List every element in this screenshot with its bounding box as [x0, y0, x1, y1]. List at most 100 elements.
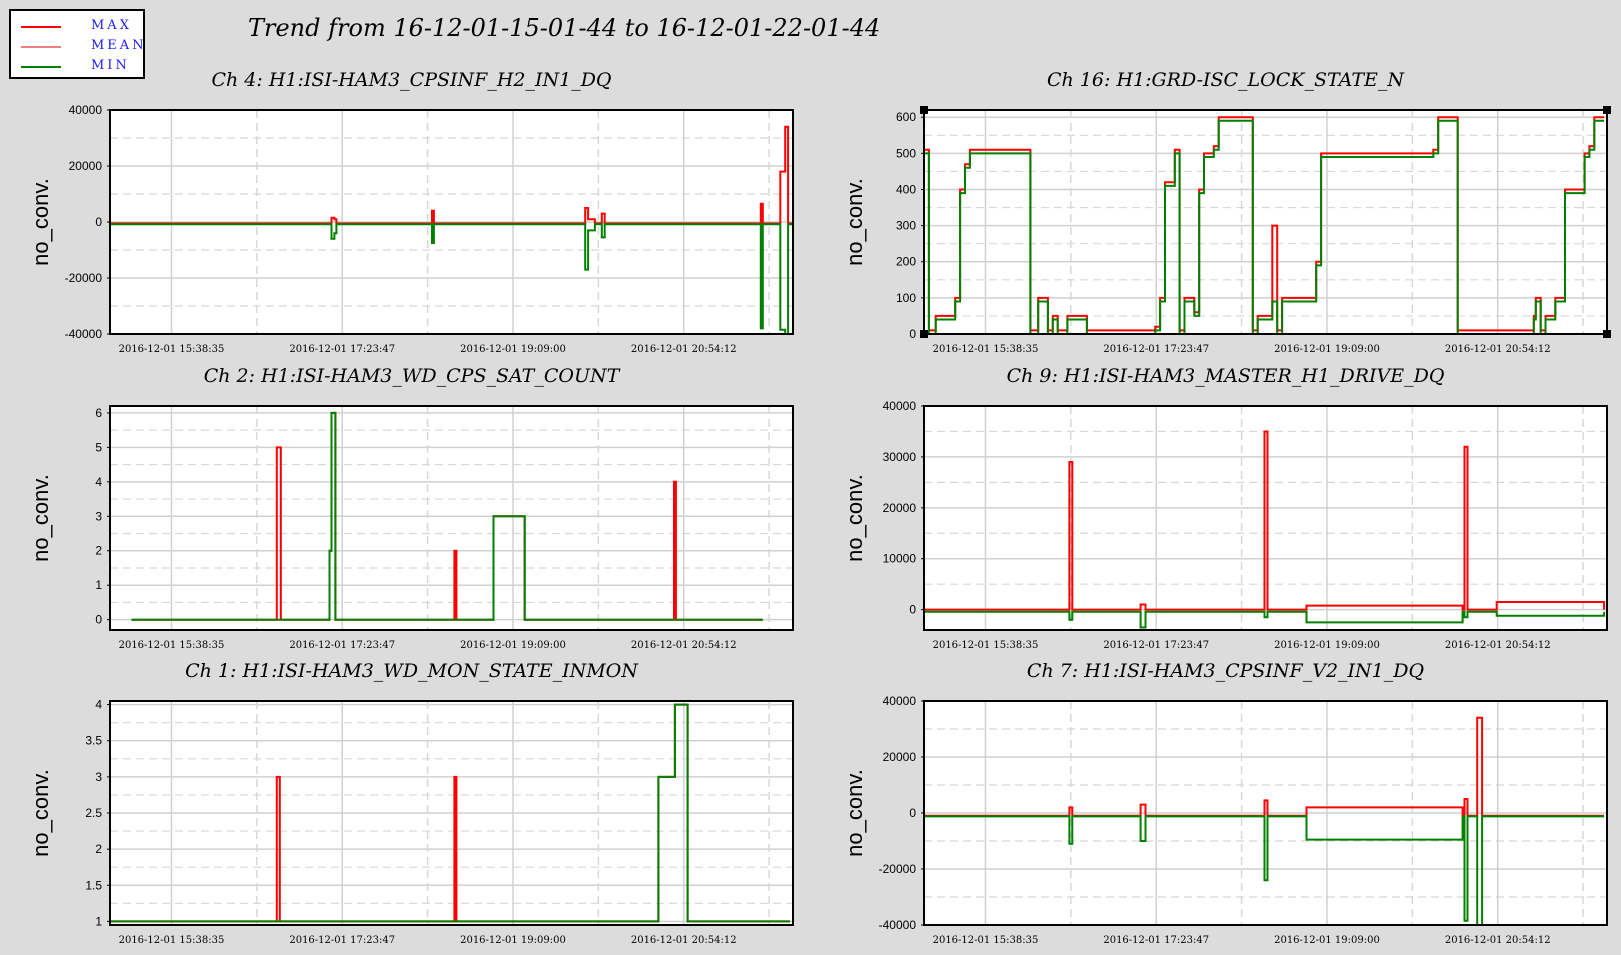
y-tick-label: 0: [95, 215, 102, 229]
y-tick-label: -20000: [879, 862, 917, 876]
y-tick-label: 400: [896, 182, 916, 196]
legend-swatch-max: [21, 26, 61, 28]
chart-title: Ch 1: H1:ISI-HAM3_WD_MON_STATE_INMON: [185, 660, 639, 682]
x-tick-label: 2016-12-01 15:38:35: [933, 640, 1039, 651]
y-tick-label: 10000: [883, 552, 917, 566]
selection-handle: [920, 330, 928, 338]
y-tick-label: 2.5: [85, 806, 102, 820]
x-tick-label: 2016-12-01 20:54:12: [1445, 935, 1551, 946]
x-tick-label: 2016-12-01 15:38:35: [933, 935, 1039, 946]
y-tick-label: 30000: [883, 450, 917, 464]
chart-title: Ch 9: H1:ISI-HAM3_MASTER_H1_DRIVE_DQ: [1007, 365, 1445, 387]
legend-label-min: MIN: [91, 58, 130, 73]
plot-area: [924, 110, 1607, 334]
y-tick-label: 0: [909, 327, 916, 341]
x-tick-label: 2016-12-01 17:23:47: [289, 935, 395, 946]
x-tick-label: 2016-12-01 15:38:35: [933, 344, 1039, 355]
x-tick-label: 2016-12-01 19:09:00: [1274, 935, 1380, 946]
x-tick-label: 2016-12-01 20:54:12: [1445, 344, 1551, 355]
y-tick-label: 3.5: [85, 734, 102, 748]
x-tick-label: 2016-12-01 15:38:35: [119, 935, 225, 946]
selection-handle: [920, 106, 928, 114]
plot-frame: [109, 405, 794, 631]
y-tick-label: 1: [95, 914, 102, 928]
legend-item-mean: MEAN: [21, 37, 144, 55]
y-tick-label: 3: [95, 770, 102, 784]
x-tick-label: 2016-12-01 17:23:47: [1103, 640, 1209, 651]
y-tick-label: 5: [95, 440, 102, 454]
chart-title: Ch 16: H1:GRD-ISC_LOCK_STATE_N: [1047, 69, 1405, 91]
legend: MAX MEAN MIN: [9, 9, 145, 79]
x-tick-label: 2016-12-01 20:54:12: [1445, 640, 1551, 651]
y-tick-label: 1.5: [85, 878, 102, 892]
y-tick-label: 40000: [883, 694, 917, 708]
y-axis-label: no_conv.: [28, 769, 53, 857]
x-tick-label: 2016-12-01 20:54:12: [631, 344, 737, 355]
y-axis-label: no_conv.: [28, 178, 53, 266]
plot-frame: [109, 109, 794, 335]
y-tick-label: 40000: [883, 399, 917, 413]
x-tick-label: 2016-12-01 19:09:00: [460, 640, 566, 651]
x-tick-label: 2016-12-01 19:09:00: [1274, 344, 1380, 355]
series-line-min: [924, 815, 1605, 926]
x-tick-label: 2016-12-01 17:23:47: [1103, 344, 1209, 355]
y-tick-label: 20000: [883, 750, 917, 764]
chart-1: 600 500 400 300 200 100 0 2016-12-01 15:38:35 20…: [842, 69, 1608, 355]
legend-label-mean: MEAN: [91, 38, 147, 53]
series-line-min: [924, 610, 1606, 629]
selection-handle: [1603, 106, 1611, 114]
chart-title: Ch 7: H1:ISI-HAM3_CPSINF_V2_IN1_DQ: [1027, 660, 1424, 682]
selection-handles: [920, 106, 1611, 338]
chart-4: 4 3.5 3 2.5 2 1.5 1 2016-12-01 15:38:35 2016-12-…: [28, 660, 794, 946]
chart-0: 40000 20000 0 -20000 -40000 2016-12-01 15:38:…: [28, 69, 794, 355]
y-tick-label: 300: [896, 219, 916, 233]
legend-item-max: MAX: [21, 17, 141, 35]
y-tick-label: 6: [95, 406, 102, 420]
x-tick-label: 2016-12-01 15:38:35: [119, 640, 225, 651]
series-line-max: [924, 430, 1606, 611]
plot-frame: [923, 405, 1608, 631]
plot-frame: [923, 109, 1608, 335]
selection-handle: [1603, 330, 1611, 338]
x-tick-label: 2016-12-01 17:23:47: [289, 640, 395, 651]
x-tick-label: 2016-12-01 17:23:47: [1103, 935, 1209, 946]
chart-3: 40000 30000 20000 10000 0 2016-12-01 15:38:35…: [842, 365, 1608, 651]
y-tick-label: 1: [95, 578, 102, 592]
chart-title: Ch 4: H1:ISI-HAM3_CPSINF_H2_IN1_DQ: [211, 69, 611, 91]
y-tick-label: -40000: [879, 918, 917, 932]
y-tick-label: 20000: [883, 501, 917, 515]
x-tick-label: 2016-12-01 19:09:00: [460, 935, 566, 946]
chart-title: Ch 2: H1:ISI-HAM3_WD_CPS_SAT_COUNT: [204, 365, 621, 387]
y-tick-label: 0: [95, 613, 102, 627]
x-tick-label: 2016-12-01 20:54:12: [631, 640, 737, 651]
y-tick-label: -40000: [65, 327, 103, 341]
x-tick-label: 2016-12-01 17:23:47: [289, 344, 395, 355]
y-axis-label: no_conv.: [842, 769, 867, 857]
y-tick-label: 200: [896, 255, 916, 269]
x-tick-label: 2016-12-01 19:09:00: [460, 344, 566, 355]
chart-5: 40000 20000 0 -20000 -40000 2016-12-01 15:38:…: [842, 660, 1608, 946]
y-tick-label: 600: [896, 110, 916, 124]
y-tick-label: 4: [95, 698, 102, 712]
y-tick-label: 3: [95, 509, 102, 523]
y-axis-label: no_conv.: [842, 474, 867, 562]
legend-label-max: MAX: [91, 18, 132, 33]
y-tick-label: 2: [95, 544, 102, 558]
x-tick-label: 2016-12-01 19:09:00: [1274, 640, 1380, 651]
y-tick-label: 0: [909, 603, 916, 617]
series-line-min: [110, 223, 793, 335]
y-tick-label: 40000: [69, 103, 103, 117]
chart-2: 6 5 4 3 2 1 0 2016-12-01 15:38:35 2016-12-01 17:…: [28, 365, 794, 651]
plot-frame: [109, 700, 794, 926]
series-line-min: [131, 411, 763, 621]
y-tick-label: 0: [909, 806, 916, 820]
legend-swatch-mean: [21, 46, 61, 48]
y-tick-label: 500: [896, 146, 916, 160]
y-axis-label: no_conv.: [28, 474, 53, 562]
y-axis-label: no_conv.: [842, 178, 867, 266]
legend-item-min: MIN: [21, 57, 141, 75]
series-line-min: [110, 703, 791, 923]
plot-area: [110, 406, 793, 630]
y-tick-label: -20000: [65, 271, 103, 285]
